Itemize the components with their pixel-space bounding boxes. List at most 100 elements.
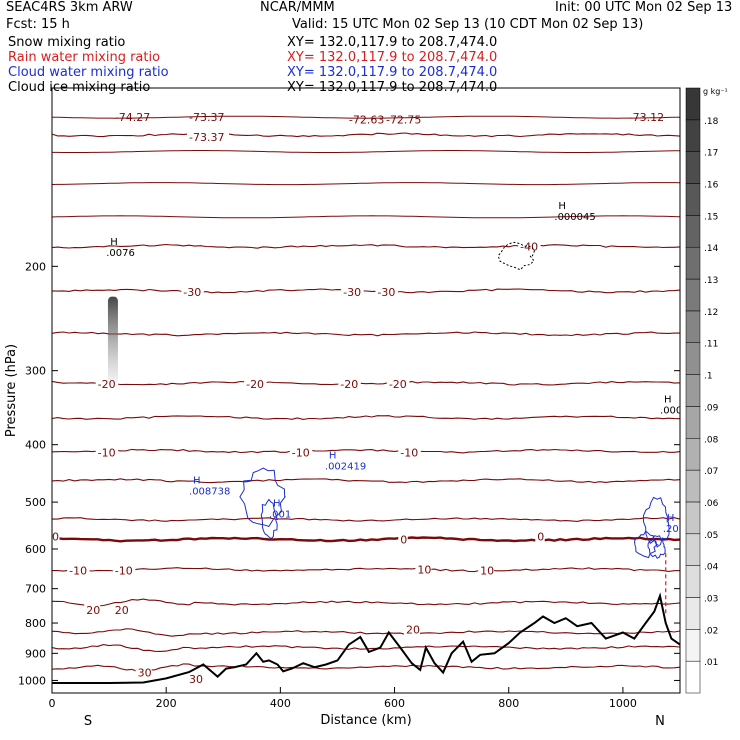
colorbar-segment [685, 215, 701, 248]
colorbar-unit: g kg⁻¹ [703, 87, 728, 96]
field-label-1: Snow mixing ratio [8, 35, 126, 50]
colorbar-segment [685, 278, 701, 312]
isotherm-label: -30 [183, 286, 201, 299]
colorbar-segment [685, 310, 701, 343]
isotherm-line [52, 517, 680, 522]
colorbar-tick-label: .08 [704, 435, 719, 445]
top-isotherm-value: -72.75 [386, 113, 421, 126]
max-value-label: .2084 [663, 524, 692, 535]
isotherm-line [52, 567, 680, 573]
isotherm-line [52, 663, 680, 672]
isotherm-line [52, 644, 680, 652]
colorbar-segment [685, 469, 701, 503]
colorbar-tick-label: .03 [704, 594, 718, 604]
isotherm-label: 30 [189, 673, 203, 686]
isotherm-label: 10 [480, 564, 494, 577]
max-marker: H [664, 394, 672, 405]
isotherm-line [52, 150, 680, 153]
colorbar-segment [685, 533, 701, 566]
isotherm-line [52, 598, 680, 607]
isotherm-label: -20 [389, 378, 407, 391]
isotherm-line [52, 243, 680, 249]
max-value-label: .008738 [189, 487, 230, 498]
isotherm-line [52, 115, 680, 119]
y-tick-label: 700 [25, 583, 46, 596]
y-tick-label: 900 [25, 647, 46, 660]
plot-area: -73.37-40-30 -30 -30-20 -20 -20 -20-10 -10 -100… [52, 111, 695, 686]
colorbar-tick-label: .14 [704, 244, 719, 254]
colorbar-segment [685, 183, 701, 216]
colorbar-tick-label: .05 [704, 531, 718, 541]
cloud-water-contour [633, 530, 659, 559]
colorbar-tick-label: .11 [704, 340, 718, 350]
colorbar-segment [685, 151, 701, 184]
top-isotherm-value: -74.27 [115, 111, 150, 124]
isotherm-label: 20 [86, 604, 100, 617]
isotherm-label: 0 [52, 531, 59, 544]
max-marker: H [667, 513, 675, 524]
colorbar-tick-label: .16 [704, 181, 719, 191]
y-tick-label: 800 [25, 617, 46, 630]
top-isotherm-value: -72.63 [349, 113, 384, 126]
forecast-label: Fcst: 15 h [6, 17, 70, 32]
x-axis-label: Distance (km) [320, 713, 411, 728]
y-tick-label: 500 [25, 496, 46, 509]
isotherm-line [52, 182, 680, 186]
colorbar-segment [685, 660, 701, 694]
colorbar-segment [685, 246, 701, 280]
x-tick-label: 600 [384, 697, 405, 710]
terrain-line [52, 592, 680, 684]
max-value-label: .000045 [554, 212, 595, 223]
isotherm-line [52, 415, 680, 420]
isotherm-label: -10 [69, 564, 87, 577]
colorbar-tick-label: .15 [704, 212, 718, 222]
y-tick-label: 400 [25, 439, 46, 452]
isotherm-line [52, 478, 680, 484]
colorbar-segment [685, 87, 701, 121]
colorbar-segment [685, 342, 701, 375]
isotherm-line [52, 448, 680, 454]
field-xy-1: XY= 132.0,117.9 to 208.7,474.0 [287, 35, 498, 50]
isotherm-label: -73.37 [189, 131, 224, 144]
field-label-3: Cloud water mixing ratio [8, 65, 169, 80]
isotherm-label: 0 [537, 531, 544, 544]
x-tick-label: 0 [49, 697, 56, 710]
colorbar-tick-label: .06 [704, 499, 719, 509]
valid-label: Valid: 15 UTC Mon 02 Sep 13 (10 CDT Mon … [292, 17, 644, 32]
x-tick-label: 200 [156, 697, 177, 710]
y-tick-label: 1000 [18, 674, 46, 687]
isotherm-label: 30 [138, 667, 152, 680]
colorbar-segment [685, 501, 701, 535]
colorbar-tick-label: .01 [704, 658, 718, 668]
isotherm-line [52, 331, 680, 337]
max-value-label: .00053 [660, 405, 695, 416]
colorbar-tick-label: .17 [704, 149, 718, 159]
center-label: NCAR/MMM [260, 0, 335, 15]
colorbar-tick-label: .1 [704, 372, 713, 382]
isotherm-line [52, 380, 680, 386]
max-marker: H [558, 201, 566, 212]
colorbar-segment [685, 119, 701, 152]
isotherm-label: -10 [115, 564, 133, 577]
left-endpoint-label: S [84, 714, 92, 729]
colorbar-tick-label: .09 [704, 403, 719, 413]
colorbar-segment [685, 438, 701, 471]
x-tick-label: 400 [270, 697, 291, 710]
isotherm-label: -20 [246, 378, 264, 391]
field-label-2: Rain water mixing ratio [8, 50, 161, 65]
cloud-ice-contour [497, 241, 536, 271]
colorbar-segment [685, 374, 701, 407]
colorbar-tick-label: .07 [704, 467, 718, 477]
y-axis-label: Pressure (hPa) [4, 344, 19, 437]
isotherm-label: 0 [400, 533, 407, 546]
colorbar-tick-label: .02 [704, 626, 718, 636]
max-marker: H [193, 476, 201, 487]
x-tick-label: 800 [498, 697, 519, 710]
colorbar-tick-label: .12 [704, 308, 718, 318]
max-value-label: .0076 [106, 248, 135, 259]
colorbar-tick-label: .04 [704, 563, 719, 573]
isotherm-label: -10 [292, 446, 310, 459]
isotherm-line [52, 288, 680, 294]
top-isotherm-value: -73.12 [629, 111, 664, 124]
